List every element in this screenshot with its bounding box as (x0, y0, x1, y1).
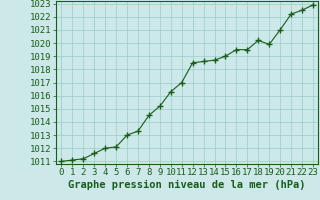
X-axis label: Graphe pression niveau de la mer (hPa): Graphe pression niveau de la mer (hPa) (68, 180, 306, 190)
